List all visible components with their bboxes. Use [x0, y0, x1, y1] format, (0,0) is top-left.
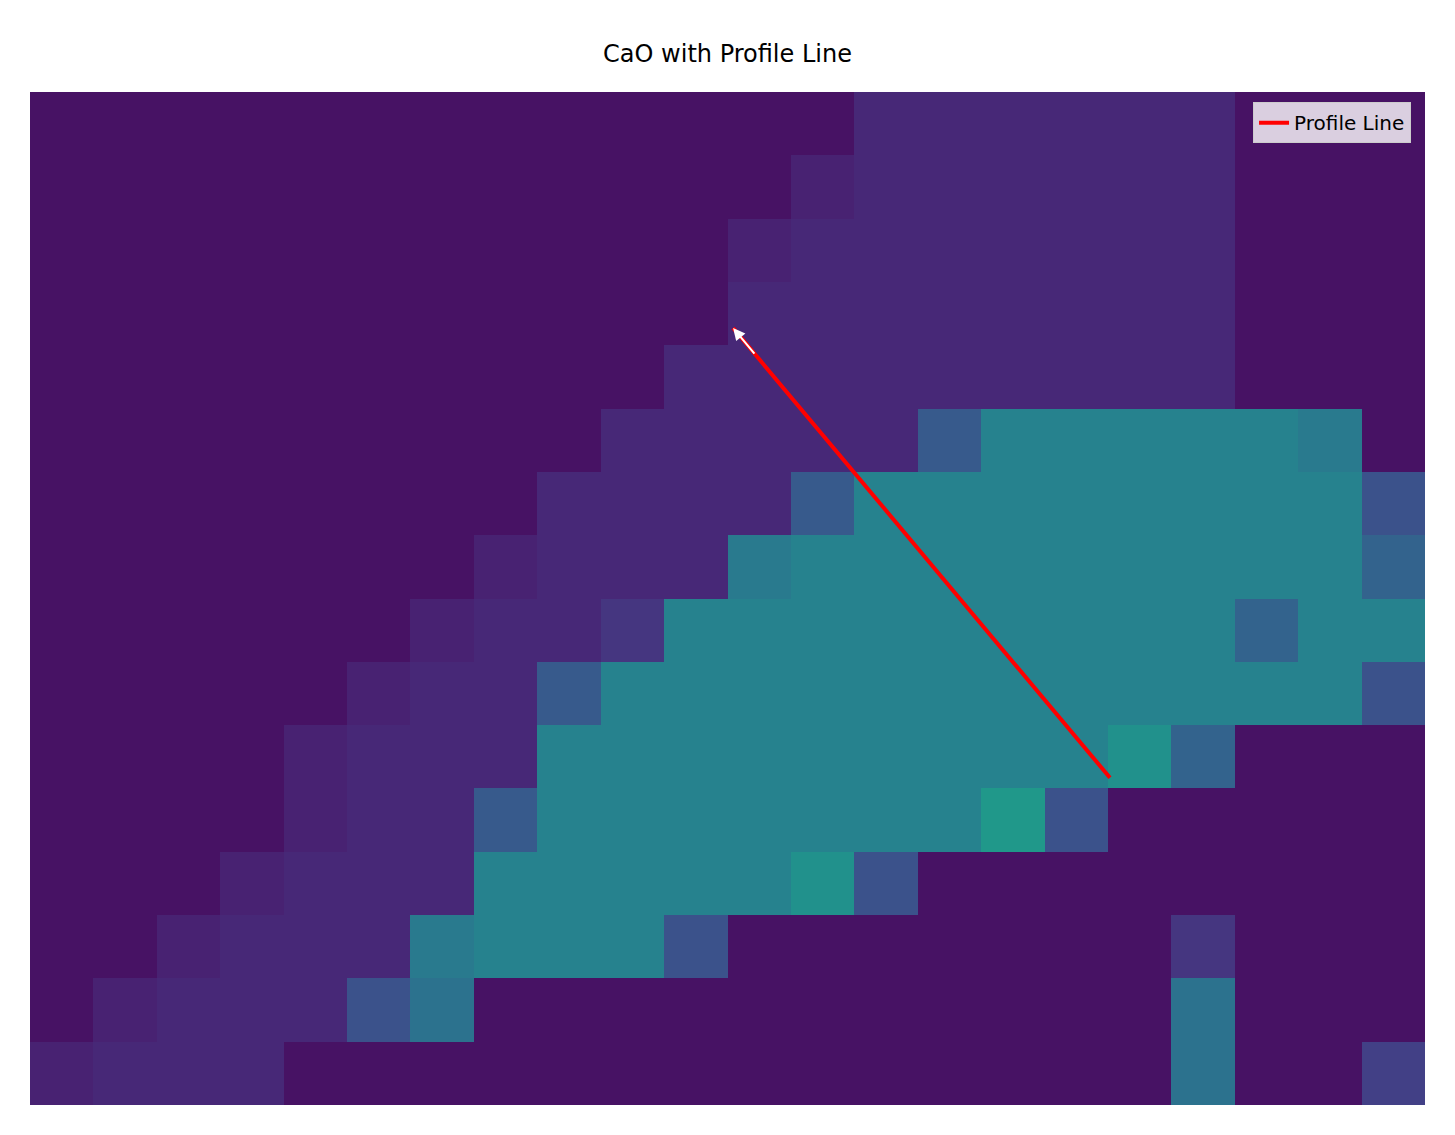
svg-text:CaO with Profile Line: CaO with Profile Line	[603, 40, 852, 68]
svg-text:Profile Line: Profile Line	[1294, 111, 1404, 135]
